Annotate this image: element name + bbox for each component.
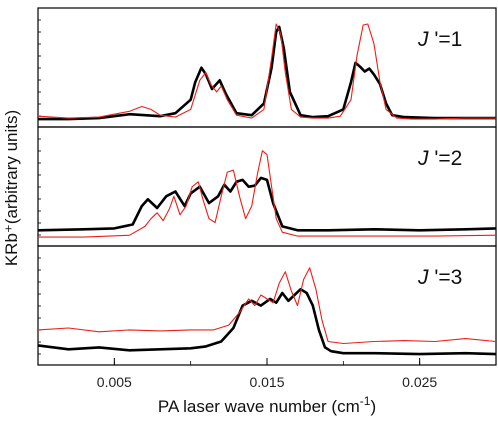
panel-label-2: J '=2 <box>417 147 462 170</box>
plot-panels: J '=1 J '=2 J '=3 <box>37 7 497 366</box>
x-tick-label: 0.025 <box>402 374 437 390</box>
series-red-panel-2 <box>38 150 497 238</box>
series-red-panel-1 <box>37 23 496 120</box>
x-tick-label: 0.005 <box>97 374 132 390</box>
panel-label-3: J '=3 <box>417 266 462 289</box>
panel-3: J '=3 <box>37 245 497 366</box>
series-black-panel-1 <box>38 25 496 121</box>
x-axis-label: PA laser wave number (cm-1) <box>158 394 376 416</box>
series-red-panel-3 <box>37 267 497 345</box>
series-black-panel-2 <box>37 176 497 232</box>
x-axis: 0.005 0.015 0.025 <box>37 358 497 390</box>
series-black-panel-3 <box>37 287 497 356</box>
x-tick-label: 0.015 <box>249 374 284 390</box>
panel-label-1: J '=1 <box>417 28 462 51</box>
panel-2: J '=2 <box>37 126 497 247</box>
panel-1: J '=1 <box>37 7 497 128</box>
panel-frame <box>37 7 497 128</box>
y-axis-label: KRb⁺(arbitrary units) <box>2 110 21 266</box>
